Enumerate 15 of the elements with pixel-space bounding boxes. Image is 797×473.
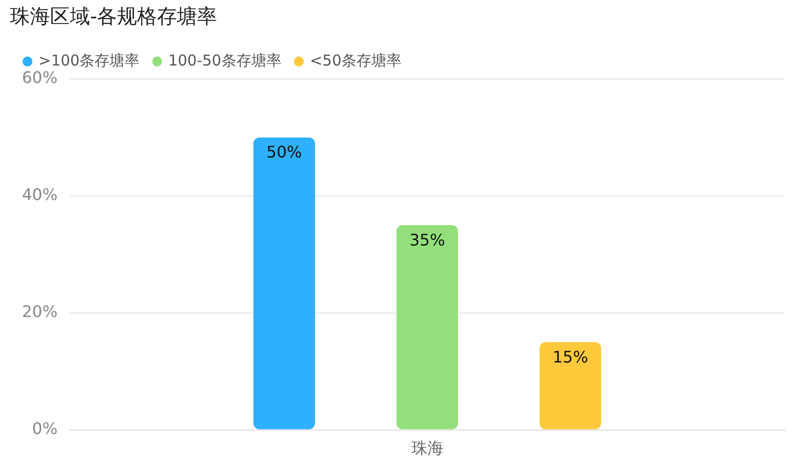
bar [253, 137, 315, 430]
data-label: 35% [410, 230, 446, 250]
legend-label: 100-50条存塘率 [168, 51, 282, 70]
y-tick-label: 20% [22, 302, 58, 322]
data-label: 15% [552, 347, 588, 366]
legend-label: >100条存塘率 [38, 51, 140, 70]
data-label: 50% [266, 142, 302, 162]
x-tick-label: 珠海 [411, 438, 444, 458]
bar [396, 225, 458, 430]
y-tick-label: 40% [22, 185, 58, 204]
chart-title: 珠海区域-各规格存塘率 [10, 4, 218, 28]
y-tick-label: 0% [32, 418, 58, 438]
legend-label: <50条存塘率 [310, 51, 402, 70]
y-tick-label: 60% [22, 68, 58, 88]
bar [540, 342, 602, 430]
